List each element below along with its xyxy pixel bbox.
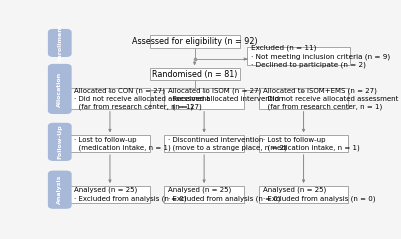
FancyBboxPatch shape — [49, 30, 71, 56]
FancyBboxPatch shape — [49, 124, 71, 160]
Text: Analysed (n = 25)
· Excluded from analysis (n = 0): Analysed (n = 25) · Excluded from analys… — [263, 187, 375, 202]
Bar — [150, 68, 240, 80]
Bar — [259, 136, 348, 152]
Bar — [70, 136, 150, 152]
Bar — [150, 35, 240, 48]
Bar — [259, 88, 348, 109]
Text: Excluded (n = 11)
· Not meeting inclusion criteria (n = 9)
· Declined to partici: Excluded (n = 11) · Not meeting inclusio… — [251, 45, 390, 68]
Text: Allocated to ISOM (n = 27)
· Received allocated intervention
  (n = 27): Allocated to ISOM (n = 27) · Received al… — [168, 87, 284, 110]
Text: · Lost to follow-up
  (medication intake, n = 1): · Lost to follow-up (medication intake, … — [263, 136, 360, 151]
Text: · Lost to follow-up
  (medication intake, n = 1): · Lost to follow-up (medication intake, … — [74, 136, 171, 151]
Bar — [164, 88, 244, 109]
Bar — [70, 186, 150, 203]
Text: Analysed (n = 25)
· Excluded from analysis (n = 0): Analysed (n = 25) · Excluded from analys… — [168, 187, 281, 202]
FancyBboxPatch shape — [49, 171, 71, 208]
Text: Enrollment: Enrollment — [57, 24, 62, 62]
Text: Allocation: Allocation — [57, 71, 62, 107]
Text: Follow-Up: Follow-Up — [57, 125, 62, 159]
Text: · Discontinued intervention
  (move to a strange place, n = 2): · Discontinued intervention (move to a s… — [168, 136, 287, 151]
Bar — [70, 88, 150, 109]
Bar — [164, 186, 244, 203]
Text: Allocated to CON (n = 27)
· Did not receive allocated assessment
  (far from res: Allocated to CON (n = 27) · Did not rece… — [74, 87, 209, 110]
Bar — [247, 47, 350, 65]
Text: Randomised (n = 81): Randomised (n = 81) — [152, 70, 237, 79]
FancyBboxPatch shape — [49, 65, 71, 113]
Text: Assessed for eligibility (n = 92): Assessed for eligibility (n = 92) — [132, 37, 257, 46]
Text: Analysis: Analysis — [57, 175, 62, 204]
Bar — [164, 136, 244, 152]
Text: Allocated to ISOM+EMS (n = 27)
· Did not receive allocated assessment
  (far fro: Allocated to ISOM+EMS (n = 27) · Did not… — [263, 87, 398, 110]
Text: Analysed (n = 25)
· Excluded from analysis (n = 0): Analysed (n = 25) · Excluded from analys… — [74, 187, 186, 202]
Bar — [259, 186, 348, 203]
